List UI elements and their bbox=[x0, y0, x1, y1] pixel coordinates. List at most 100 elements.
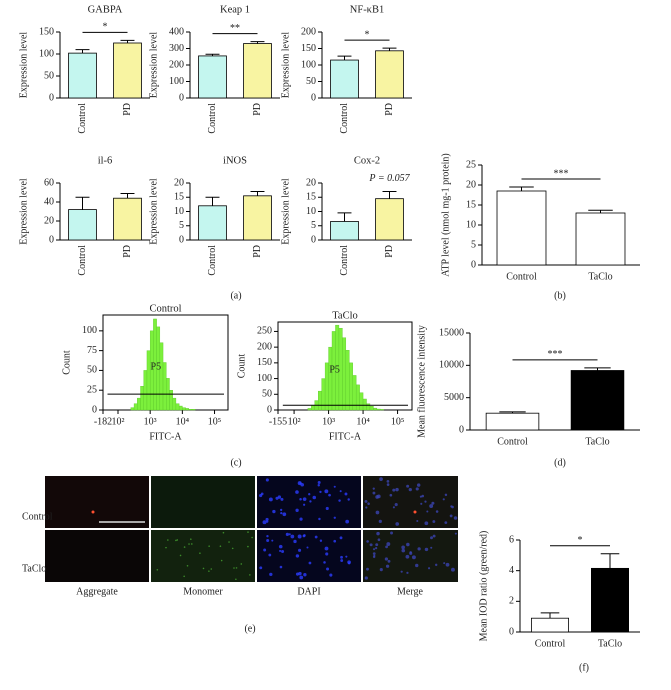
nucleus bbox=[431, 501, 435, 505]
nucleus bbox=[314, 535, 318, 539]
nucleus bbox=[395, 487, 399, 492]
nucleus bbox=[443, 562, 446, 565]
nucleus bbox=[345, 555, 348, 558]
histogram-bar bbox=[133, 403, 138, 411]
histogram-bar bbox=[355, 384, 360, 411]
nucleus bbox=[333, 539, 337, 543]
error-bar bbox=[509, 186, 534, 191]
x-tick-label: TaClo bbox=[585, 436, 609, 447]
image-monomer bbox=[151, 530, 255, 582]
panel-label: (d) bbox=[554, 457, 566, 468]
chart-title: GABPA bbox=[88, 4, 123, 15]
nucleus bbox=[424, 521, 429, 526]
y-tick-label: 100 bbox=[169, 76, 184, 87]
nucleus bbox=[319, 539, 323, 542]
y-tick-label: 6 bbox=[509, 534, 514, 545]
speck bbox=[165, 546, 167, 549]
histogram-bar bbox=[373, 407, 378, 411]
nucleus bbox=[435, 563, 438, 567]
error-bar bbox=[337, 55, 352, 61]
y-tick-label: 200 bbox=[257, 341, 272, 352]
x-tick-label: 10⁵ bbox=[208, 416, 222, 427]
nucleus bbox=[424, 500, 427, 503]
nucleus bbox=[295, 572, 300, 576]
speck bbox=[249, 574, 251, 576]
nucleus bbox=[278, 544, 283, 549]
bar bbox=[575, 212, 626, 266]
nucleus bbox=[372, 548, 376, 551]
y-tick-label: 0 bbox=[179, 234, 184, 245]
speck bbox=[247, 545, 249, 548]
x-tick-label: PD bbox=[252, 245, 263, 258]
panel-label: (a) bbox=[230, 290, 241, 301]
x-tick-label: PD bbox=[384, 245, 395, 258]
nucleus bbox=[262, 520, 267, 525]
x-tick-label: 10⁴ bbox=[356, 416, 370, 427]
y-tick-label: 20 bbox=[174, 177, 184, 188]
speck bbox=[233, 567, 235, 569]
nucleus bbox=[268, 553, 272, 557]
y-tick-label: 0 bbox=[49, 92, 54, 103]
y-tick-label: 0 bbox=[311, 234, 316, 245]
bar bbox=[496, 190, 547, 266]
x-tick-label: Control bbox=[207, 103, 218, 134]
nucleus bbox=[271, 539, 274, 542]
bar bbox=[113, 197, 142, 241]
y-tick-label: 100 bbox=[257, 373, 272, 384]
histogram-bar bbox=[191, 409, 196, 411]
nucleus bbox=[445, 562, 450, 567]
histogram-bar bbox=[328, 346, 333, 411]
error-bar bbox=[75, 49, 90, 54]
nucleus bbox=[372, 552, 376, 555]
nucleus bbox=[386, 479, 390, 483]
nucleus bbox=[442, 498, 445, 501]
nucleus bbox=[285, 532, 289, 536]
chart-title: NF-κB1 bbox=[350, 4, 384, 15]
y-tick-label: 0 bbox=[179, 92, 184, 103]
nucleus bbox=[392, 488, 396, 492]
error-bar bbox=[120, 192, 135, 199]
bar bbox=[591, 567, 630, 633]
histogram-bar bbox=[178, 405, 183, 411]
x-tick-label: PD bbox=[122, 103, 133, 116]
nucleus bbox=[444, 521, 448, 524]
nucleus bbox=[406, 484, 410, 488]
nucleus bbox=[265, 520, 269, 523]
nucleus bbox=[300, 482, 305, 487]
speck bbox=[202, 567, 205, 570]
histogram-bar bbox=[159, 342, 164, 411]
bar bbox=[375, 50, 404, 99]
speck bbox=[167, 539, 169, 541]
nucleus bbox=[281, 549, 285, 554]
nucleus bbox=[366, 540, 369, 543]
nucleus bbox=[259, 493, 263, 498]
error-bar bbox=[205, 196, 220, 206]
chart-title: TaClo bbox=[332, 310, 358, 321]
speck bbox=[220, 559, 223, 562]
histogram-bar bbox=[169, 390, 173, 411]
nucleus bbox=[333, 485, 336, 488]
nucleus bbox=[326, 567, 330, 571]
x-tick-label: PD bbox=[384, 103, 395, 116]
y-tick-label: 100 bbox=[82, 325, 97, 336]
image-merge bbox=[363, 476, 458, 528]
histogram-bar bbox=[380, 409, 384, 411]
nucleus bbox=[340, 559, 344, 562]
x-tick-label: Control bbox=[506, 271, 537, 282]
nucleus bbox=[417, 547, 421, 551]
x-tick-label: PD bbox=[122, 245, 133, 258]
y-axis-label: Expression level bbox=[18, 178, 29, 245]
y-tick-label: 60 bbox=[44, 177, 54, 188]
y-tick-label: 4 bbox=[509, 565, 514, 576]
nucleus bbox=[295, 490, 299, 494]
bar bbox=[243, 43, 272, 99]
speck bbox=[191, 543, 193, 545]
nucleus bbox=[323, 561, 326, 564]
y-tick-label: 200 bbox=[169, 59, 184, 70]
y-tick-label: 50 bbox=[87, 365, 97, 376]
y-tick-label: 25 bbox=[87, 385, 97, 396]
nucleus bbox=[272, 509, 276, 514]
speck bbox=[208, 570, 210, 572]
speck bbox=[219, 545, 222, 548]
y-axis-label: Expression level bbox=[280, 178, 291, 245]
